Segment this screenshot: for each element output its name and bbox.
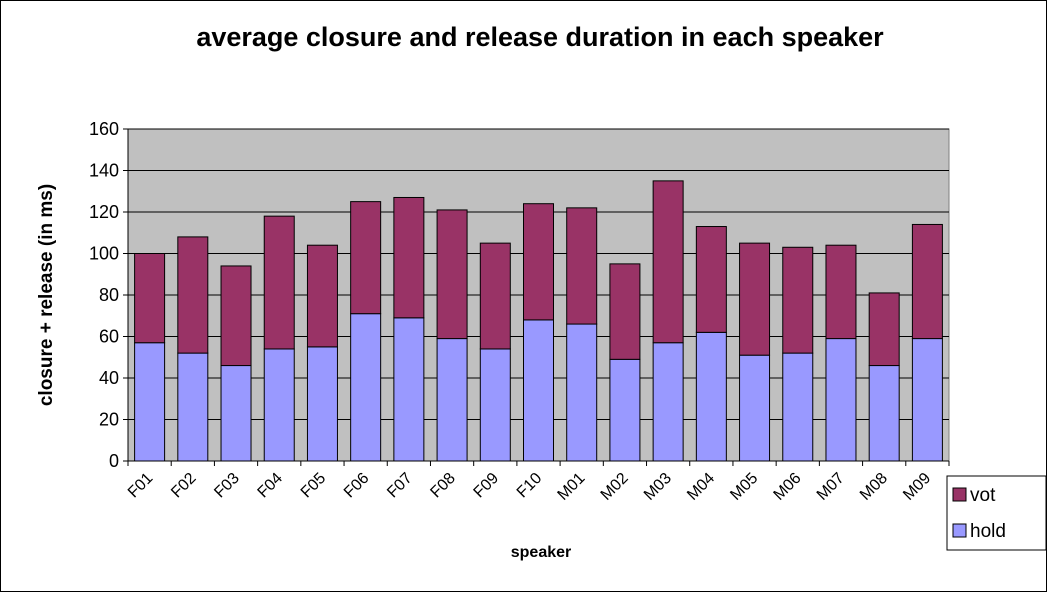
bar-segment	[436, 338, 468, 462]
y-tick-label: 100	[89, 244, 119, 264]
bar-segment	[782, 246, 814, 354]
y-tick-label: 60	[99, 327, 119, 347]
bar-segment	[306, 346, 338, 462]
bar-segment	[652, 342, 684, 462]
bar-segment	[825, 338, 857, 462]
bar-segment	[479, 242, 511, 350]
bar-segment	[739, 354, 771, 462]
y-tick-label: 120	[89, 202, 119, 222]
y-tick-label: 0	[109, 451, 119, 471]
bar-segment	[868, 365, 900, 462]
bar-segment	[609, 358, 641, 462]
bar-segment	[652, 180, 684, 344]
bar-segment	[393, 196, 425, 319]
bar-segment	[695, 226, 727, 333]
bar-segment	[523, 319, 554, 462]
y-tick-label: 80	[99, 285, 119, 305]
bar-segment	[220, 365, 252, 462]
bar-segment	[436, 209, 468, 340]
bar-segment	[479, 348, 511, 462]
bar-segment	[868, 292, 900, 367]
bar-segment	[825, 244, 857, 340]
legend-label: hold	[970, 521, 1006, 542]
bar-segment	[566, 323, 598, 462]
x-axis-label: speaker	[511, 544, 572, 561]
bar-segment	[609, 263, 641, 360]
bar-segment	[177, 352, 209, 462]
chart-title: average closure and release duration in …	[196, 22, 884, 52]
bar-segment	[350, 313, 382, 462]
bar-segment	[566, 207, 598, 325]
y-tick-label: 140	[89, 161, 119, 181]
y-tick-label: 40	[99, 368, 119, 388]
y-tick-label: 160	[89, 119, 119, 139]
bar-segment	[177, 236, 209, 354]
y-axis-label: closure + release (in ms)	[36, 184, 57, 406]
bar-segment	[134, 253, 166, 344]
bar-segment	[782, 352, 814, 462]
legend-swatch	[952, 487, 967, 502]
y-tick-label: 20	[99, 410, 119, 430]
bar-segment	[523, 203, 554, 321]
bar-segment	[220, 265, 252, 367]
bar-segment	[739, 242, 771, 356]
bar-segment	[393, 317, 425, 462]
bar-segment	[134, 342, 166, 462]
bar-segment	[911, 223, 943, 340]
bar-segment	[350, 201, 382, 315]
bar-segment	[263, 215, 295, 350]
legend-swatch	[952, 523, 967, 538]
bar-segment	[695, 331, 727, 462]
bar-segment	[263, 348, 295, 462]
bar-segment	[911, 338, 943, 462]
bar-segment	[306, 244, 338, 348]
legend-label: vot	[970, 485, 996, 506]
